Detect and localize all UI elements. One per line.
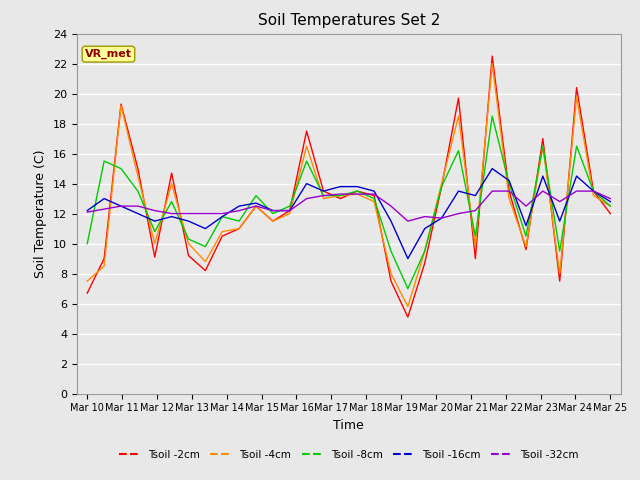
Title: Soil Temperatures Set 2: Soil Temperatures Set 2 bbox=[258, 13, 440, 28]
Text: VR_met: VR_met bbox=[85, 49, 132, 59]
X-axis label: Time: Time bbox=[333, 419, 364, 432]
Legend: Tsoil -2cm, Tsoil -4cm, Tsoil -8cm, Tsoil -16cm, Tsoil -32cm: Tsoil -2cm, Tsoil -4cm, Tsoil -8cm, Tsoi… bbox=[115, 445, 583, 464]
Y-axis label: Soil Temperature (C): Soil Temperature (C) bbox=[35, 149, 47, 278]
